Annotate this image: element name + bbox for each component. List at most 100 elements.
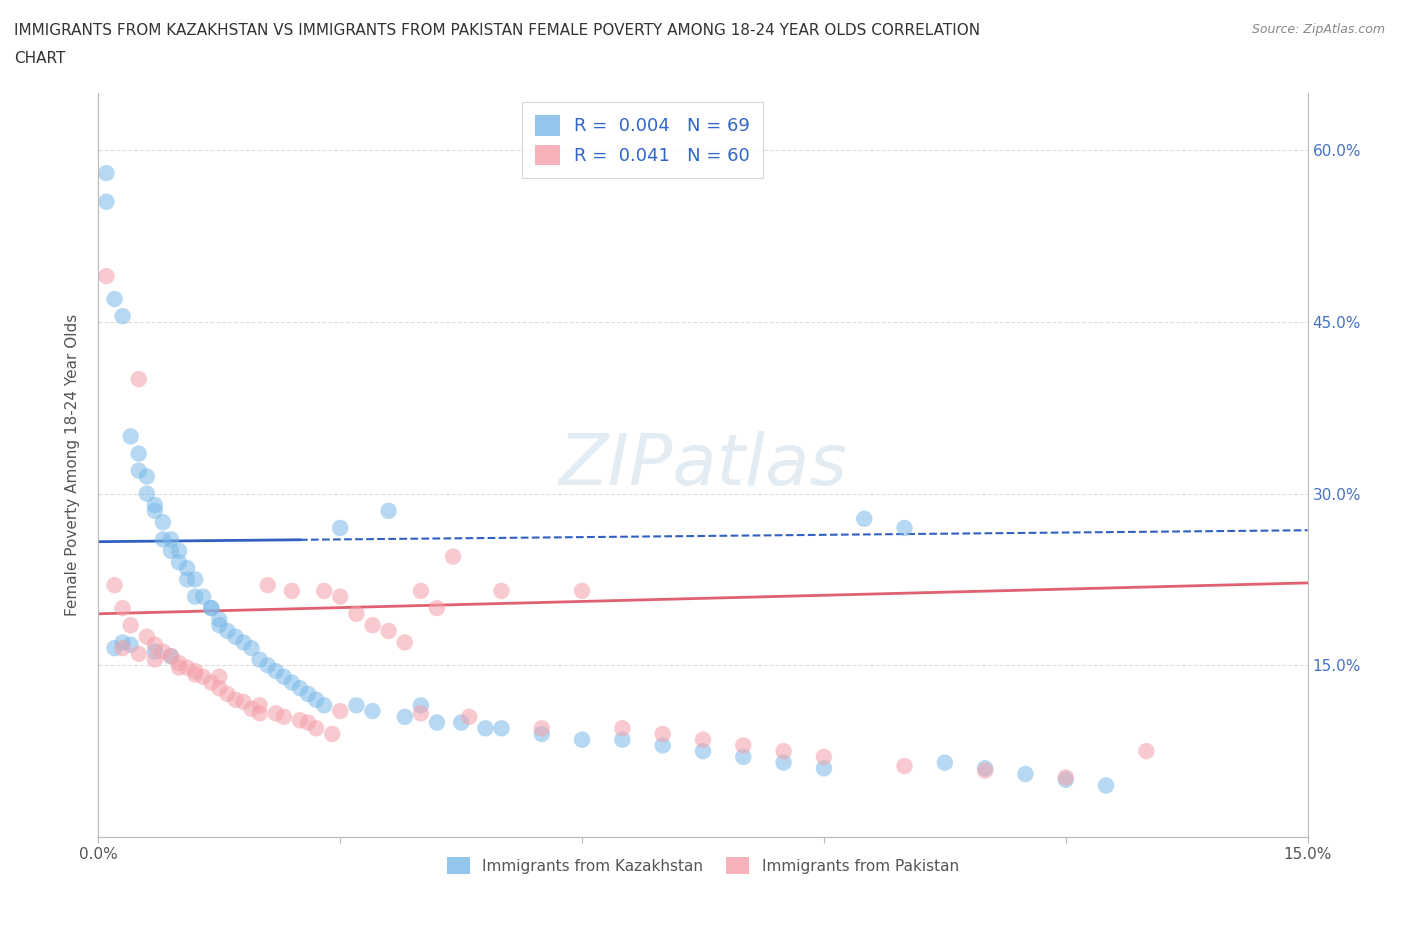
Point xyxy=(264,664,287,679)
Point xyxy=(288,712,311,727)
Point xyxy=(135,630,157,644)
Y-axis label: Female Poverty Among 18-24 Year Olds: Female Poverty Among 18-24 Year Olds xyxy=(65,314,80,617)
Point xyxy=(651,726,673,741)
Point xyxy=(176,572,198,587)
Point xyxy=(224,692,246,707)
Point xyxy=(249,652,271,667)
Text: ZIPatlas: ZIPatlas xyxy=(558,431,848,499)
Point xyxy=(1054,770,1077,785)
Point xyxy=(120,637,142,652)
Point xyxy=(96,194,118,209)
Point xyxy=(314,698,336,712)
Point xyxy=(103,641,125,656)
Point xyxy=(612,732,634,747)
Point xyxy=(152,644,174,659)
Point xyxy=(135,486,157,501)
Point xyxy=(249,698,271,712)
Text: CHART: CHART xyxy=(14,51,66,66)
Point xyxy=(288,681,311,696)
Point xyxy=(974,764,997,778)
Point xyxy=(934,755,956,770)
Point xyxy=(176,561,198,576)
Point xyxy=(297,715,319,730)
Point xyxy=(344,698,367,712)
Point xyxy=(256,658,278,672)
Point xyxy=(651,738,673,753)
Point xyxy=(329,704,352,719)
Point xyxy=(160,649,183,664)
Point xyxy=(143,637,166,652)
Point xyxy=(893,521,915,536)
Point xyxy=(491,721,513,736)
Point xyxy=(128,646,150,661)
Point xyxy=(409,698,432,712)
Point xyxy=(394,635,416,650)
Point xyxy=(217,686,239,701)
Point xyxy=(256,578,278,592)
Point xyxy=(143,503,166,518)
Point xyxy=(426,601,449,616)
Point xyxy=(329,521,352,536)
Point xyxy=(264,706,287,721)
Point xyxy=(240,641,263,656)
Point xyxy=(208,681,231,696)
Point xyxy=(152,532,174,547)
Point xyxy=(167,660,190,675)
Point xyxy=(571,583,593,598)
Point xyxy=(120,618,142,632)
Point xyxy=(184,667,207,682)
Point xyxy=(329,590,352,604)
Point xyxy=(128,446,150,461)
Point xyxy=(249,706,271,721)
Point xyxy=(297,686,319,701)
Point xyxy=(184,590,207,604)
Point xyxy=(974,761,997,776)
Point xyxy=(1095,778,1118,793)
Point xyxy=(772,755,794,770)
Text: Source: ZipAtlas.com: Source: ZipAtlas.com xyxy=(1251,23,1385,36)
Point xyxy=(135,469,157,484)
Point xyxy=(1054,772,1077,787)
Point xyxy=(474,721,496,736)
Point xyxy=(176,660,198,675)
Point xyxy=(240,701,263,716)
Point xyxy=(491,583,513,598)
Point xyxy=(200,601,222,616)
Point xyxy=(232,635,254,650)
Point xyxy=(143,498,166,512)
Point xyxy=(160,543,183,558)
Point xyxy=(167,555,190,570)
Point xyxy=(450,715,472,730)
Point xyxy=(184,572,207,587)
Point xyxy=(321,726,343,741)
Point xyxy=(160,649,183,664)
Point xyxy=(200,601,222,616)
Point xyxy=(893,759,915,774)
Point xyxy=(103,292,125,307)
Point xyxy=(111,309,134,324)
Point xyxy=(96,269,118,284)
Point xyxy=(143,644,166,659)
Point xyxy=(458,710,481,724)
Point xyxy=(103,578,125,592)
Point xyxy=(409,583,432,598)
Point xyxy=(184,664,207,679)
Point xyxy=(120,429,142,444)
Point xyxy=(152,515,174,530)
Point xyxy=(208,618,231,632)
Point xyxy=(193,590,215,604)
Point xyxy=(853,512,876,526)
Point xyxy=(377,503,399,518)
Point xyxy=(111,601,134,616)
Point xyxy=(167,656,190,671)
Point xyxy=(692,744,714,759)
Point xyxy=(273,670,295,684)
Point xyxy=(772,744,794,759)
Point xyxy=(813,750,835,764)
Point xyxy=(612,721,634,736)
Point xyxy=(426,715,449,730)
Point xyxy=(305,721,328,736)
Point xyxy=(530,721,553,736)
Point xyxy=(394,710,416,724)
Point xyxy=(160,532,183,547)
